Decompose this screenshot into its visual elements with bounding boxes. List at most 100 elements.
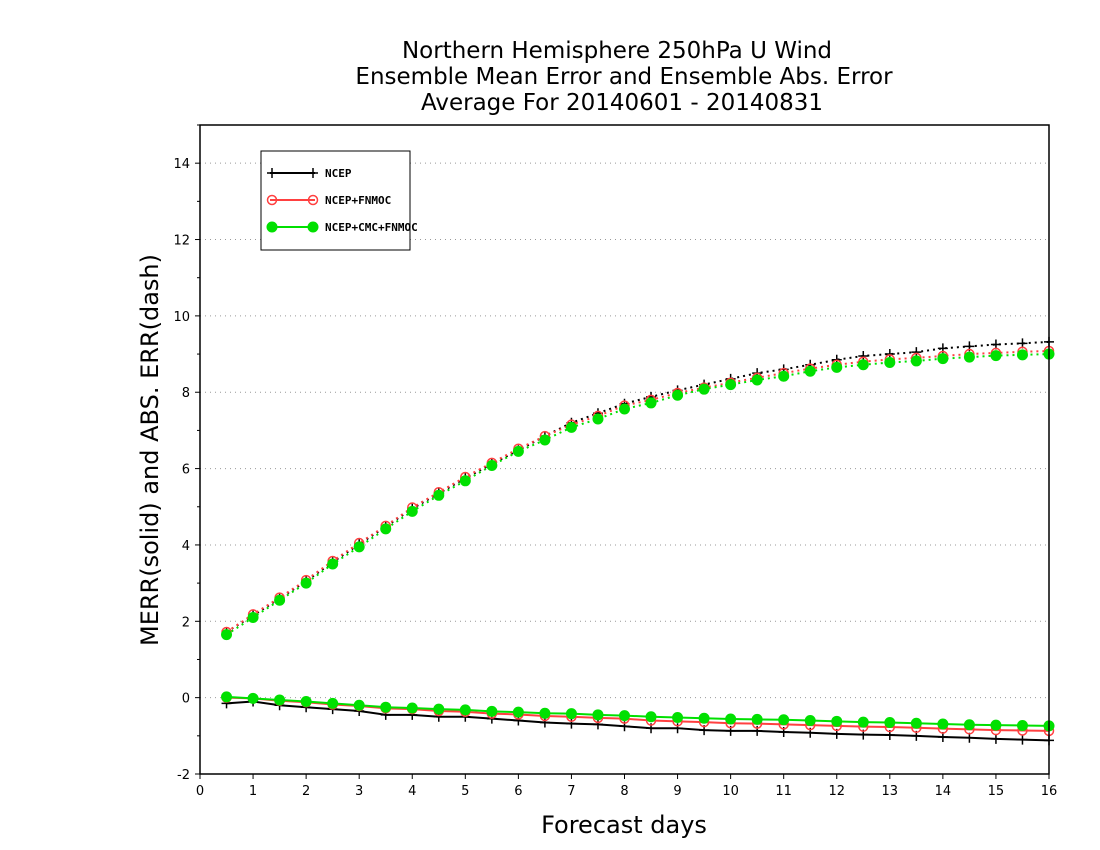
data-point	[857, 716, 869, 728]
data-point	[751, 713, 763, 725]
legend-label: NCEP	[325, 167, 352, 180]
data-point	[307, 194, 319, 206]
y-tick-label: 10	[173, 310, 190, 325]
series-group	[221, 336, 1055, 746]
y-tick-label: 4	[182, 539, 190, 554]
x-tick-label: 5	[461, 784, 469, 799]
data-point	[247, 692, 259, 704]
data-point	[645, 711, 657, 723]
x-tick-label: 16	[1041, 784, 1058, 799]
data-point	[1017, 734, 1028, 745]
data-point	[778, 370, 790, 382]
data-point	[433, 703, 445, 715]
chart-title: Northern Hemisphere 250hPa U Wind Ensemb…	[355, 38, 893, 116]
legend: NCEP NCEP+FNMOC NCEP+CMC+FNMOC	[260, 150, 418, 251]
data-point	[327, 558, 339, 570]
title-line-1: Northern Hemisphere 250hPa U Wind	[402, 38, 832, 64]
y-tick-label: 14	[173, 157, 190, 172]
data-point	[459, 704, 471, 716]
data-point	[221, 691, 233, 703]
data-point	[963, 719, 975, 731]
data-point	[751, 374, 763, 386]
y-tick-label: -2	[177, 768, 190, 783]
data-point	[486, 705, 498, 717]
merr-line	[226, 695, 1050, 727]
x-tick-label: 0	[196, 784, 204, 799]
data-point	[619, 710, 630, 722]
x-tick-label: 3	[355, 784, 363, 799]
data-point	[831, 715, 843, 727]
abs-err-line	[225, 353, 1050, 636]
x-tick-label: 8	[620, 784, 628, 799]
x-tick-label: 4	[408, 784, 416, 799]
data-point	[353, 541, 365, 553]
data-point	[267, 168, 277, 178]
data-point	[619, 403, 630, 415]
data-point	[307, 221, 319, 233]
y-tick-label: 2	[182, 615, 190, 630]
data-point	[1016, 720, 1028, 732]
data-point	[406, 702, 418, 714]
data-point	[266, 194, 278, 206]
data-point	[592, 719, 603, 730]
y-axis-label: MERR(solid) and ABS. ERR(dash)	[136, 254, 164, 646]
y-tick-label: 8	[182, 386, 190, 401]
title-line-3: Average For 20140601 - 20140831	[421, 90, 823, 116]
data-point	[672, 723, 683, 734]
data-point	[380, 701, 392, 713]
x-tick-label: 7	[567, 784, 575, 799]
data-point	[512, 445, 524, 457]
data-point	[539, 707, 551, 719]
data-point	[937, 718, 949, 730]
x-tick-label: 12	[828, 784, 845, 799]
data-point	[565, 708, 577, 720]
data-point	[672, 711, 684, 723]
data-point	[565, 421, 577, 433]
legend-label: NCEP+CMC+FNMOC	[325, 221, 418, 234]
data-point	[857, 359, 869, 371]
data-point	[300, 695, 312, 707]
data-point	[990, 719, 1002, 731]
x-tick-label: 13	[882, 784, 899, 799]
x-tick-label: 9	[673, 784, 681, 799]
x-tick-label: 1	[249, 784, 257, 799]
x-tick-label: 11	[775, 784, 792, 799]
data-point	[406, 505, 418, 517]
data-point	[566, 718, 577, 729]
data-point	[459, 475, 471, 487]
data-point	[380, 523, 392, 535]
data-point	[274, 594, 286, 606]
data-point	[698, 712, 710, 724]
data-point	[963, 351, 975, 363]
data-point	[725, 713, 737, 725]
data-point	[512, 706, 524, 718]
data-point	[884, 716, 896, 728]
data-point	[937, 353, 949, 365]
x-tick-label: 2	[302, 784, 310, 799]
data-point	[990, 733, 1001, 744]
data-point	[300, 577, 312, 589]
data-point	[592, 413, 604, 425]
series-ncep-fnmoc	[221, 345, 1055, 737]
data-point	[433, 489, 445, 501]
series-ncep	[221, 336, 1054, 746]
data-point	[247, 611, 259, 623]
x-tick-label: 14	[935, 784, 952, 799]
series-ncep-cmc-fnmoc	[221, 348, 1055, 732]
data-point	[274, 694, 286, 706]
data-point	[804, 365, 816, 377]
data-point	[539, 434, 551, 446]
data-point	[308, 168, 318, 178]
data-point	[725, 379, 737, 391]
data-point	[327, 697, 339, 709]
x-tick-label: 10	[722, 784, 739, 799]
merr-line	[226, 700, 1050, 742]
data-point	[486, 460, 498, 472]
data-point	[539, 717, 550, 728]
abs-err-line	[226, 340, 1050, 633]
legend-label: NCEP+FNMOC	[325, 194, 391, 207]
data-point	[698, 383, 710, 395]
data-point	[804, 715, 816, 727]
